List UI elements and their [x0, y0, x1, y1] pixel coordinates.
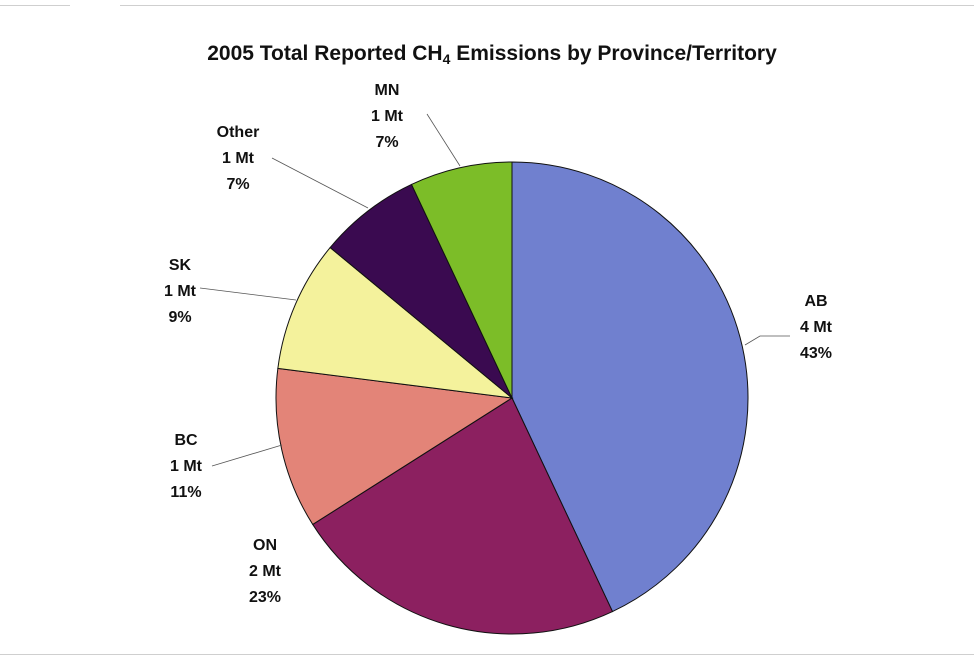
slice-label-ab-name: AB	[804, 293, 827, 310]
pie-slice-mn	[410, 161, 513, 399]
slice-label-mn-percent: 7%	[375, 134, 398, 151]
top-border	[120, 5, 974, 6]
slice-label-bc-percent: 11%	[170, 484, 201, 501]
slice-label-on-amount: 2 Mt	[249, 563, 282, 580]
slice-label-bc-amount: 1 Mt	[170, 458, 203, 475]
slice-label-mn-amount: 1 Mt	[371, 108, 404, 125]
chart-title: 2005 Total Reported CH4 Emissions by Pro…	[207, 42, 777, 67]
bottom-border	[0, 654, 974, 655]
pie-slice-bc	[275, 367, 514, 526]
leader-line-other	[271, 157, 369, 209]
leader-line-mn	[426, 113, 461, 167]
slice-label-on-percent: 23%	[249, 589, 281, 606]
slice-label-sk-amount: 1 Mt	[164, 283, 197, 300]
slice-label-other-amount: 1 Mt	[222, 150, 255, 167]
leader-line-ab	[744, 335, 790, 346]
slice-label-other-percent: 7%	[226, 176, 249, 193]
leader-line-sk	[199, 287, 297, 301]
slice-label-other-name: Other	[217, 124, 260, 141]
slice-label-sk-percent: 9%	[168, 309, 191, 326]
pie-slice-ab	[511, 161, 749, 613]
slice-label-sk-name: SK	[169, 257, 192, 274]
pie-slice-on	[312, 397, 614, 635]
pie-slice-sk	[277, 246, 514, 399]
pie-slice-other	[329, 183, 513, 399]
leader-line-bc	[211, 444, 283, 467]
slice-label-ab-amount: 4 Mt	[800, 319, 833, 336]
slice-label-on-name: ON	[253, 537, 277, 554]
slice-label-ab-percent: 43%	[800, 345, 832, 362]
slice-label-bc-name: BC	[174, 432, 198, 449]
top-border	[0, 5, 70, 6]
slice-label-mn-name: MN	[375, 82, 400, 99]
